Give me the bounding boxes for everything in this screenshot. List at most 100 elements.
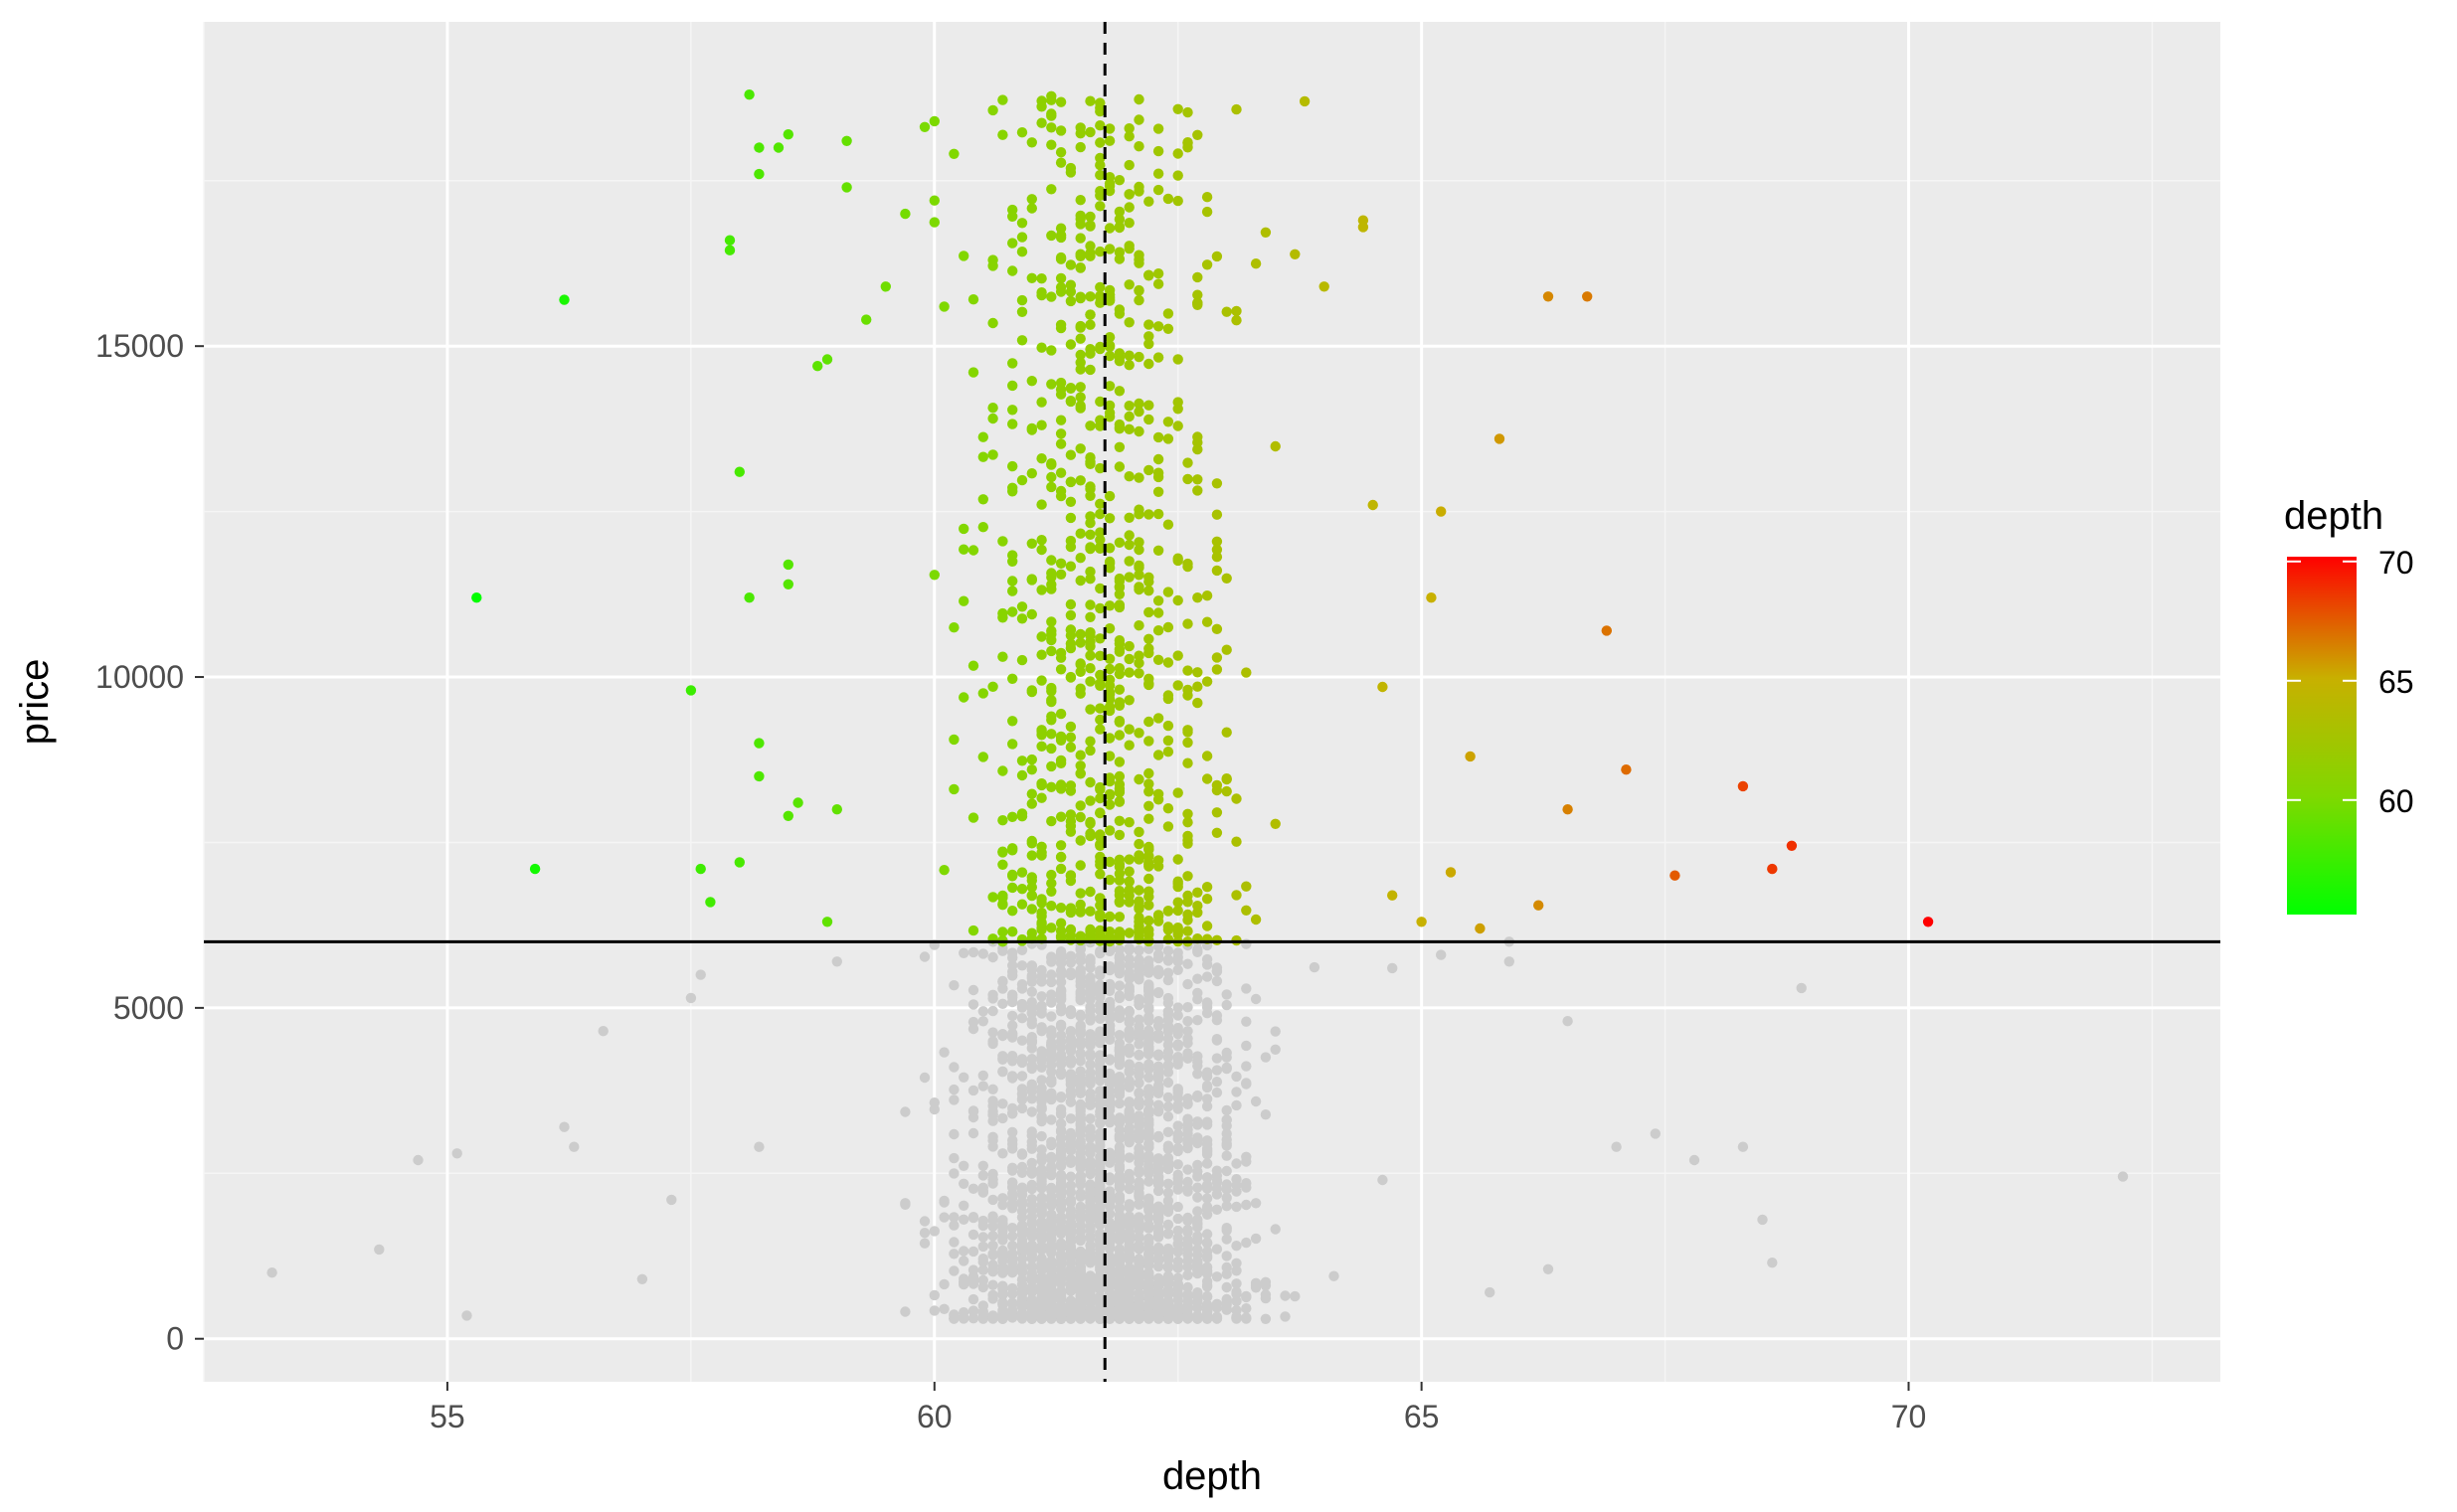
data-point-grey: [1036, 1203, 1047, 1214]
data-point-grey: [967, 1085, 979, 1096]
data-point-colored: [1046, 625, 1057, 636]
data-point-colored: [1026, 835, 1038, 847]
data-point-colored: [1124, 317, 1135, 328]
data-point-grey: [1162, 1229, 1174, 1240]
data-point-grey: [967, 1016, 979, 1028]
data-point-colored: [1046, 645, 1057, 657]
data-point-colored: [1162, 657, 1174, 668]
data-point-grey: [1085, 1088, 1096, 1099]
data-point-grey: [1085, 1187, 1096, 1198]
data-point-grey: [1201, 1281, 1213, 1292]
data-point-grey: [1046, 1242, 1057, 1253]
data-point-grey: [1796, 982, 1807, 994]
data-point-grey: [1104, 1237, 1116, 1249]
data-point-grey: [1201, 1209, 1213, 1221]
data-point-grey: [1211, 1204, 1223, 1216]
data-point-colored: [1143, 464, 1154, 476]
data-point-grey: [1104, 1277, 1116, 1289]
data-point-grey: [1124, 1245, 1135, 1256]
data-point-grey: [1124, 942, 1135, 953]
data-point-colored: [1786, 840, 1798, 851]
data-point-grey: [1016, 1161, 1028, 1173]
data-point-grey: [987, 1279, 998, 1290]
data-point-grey: [1162, 1205, 1174, 1216]
data-point-grey: [949, 1237, 960, 1248]
data-point-colored: [1124, 866, 1135, 877]
data-point-grey: [939, 1212, 950, 1223]
data-point-colored: [1065, 449, 1077, 460]
data-point-colored: [997, 890, 1008, 902]
data-point-grey: [1065, 1211, 1077, 1223]
data-point-colored: [967, 545, 979, 556]
data-point-colored: [1016, 232, 1028, 243]
data-point-grey: [977, 1241, 988, 1253]
data-point-colored: [1201, 192, 1213, 203]
data-point-grey: [1143, 994, 1154, 1005]
data-point-grey: [1026, 986, 1038, 997]
data-point-colored: [1104, 751, 1116, 761]
data-point-grey: [959, 1214, 969, 1226]
data-point-colored: [1065, 816, 1077, 827]
data-point-colored: [997, 847, 1008, 858]
data-point-colored: [1152, 750, 1164, 760]
data-point-grey: [1241, 1178, 1252, 1189]
data-point-colored: [1055, 485, 1067, 497]
data-point-colored: [1621, 764, 1632, 775]
data-point-grey: [1016, 944, 1028, 955]
data-point-grey: [1162, 1101, 1174, 1112]
data-point-colored: [1114, 700, 1126, 711]
data-point-grey: [1007, 1102, 1018, 1114]
data-point-grey: [1201, 1100, 1213, 1112]
data-point-grey: [1192, 1206, 1203, 1217]
data-point-colored: [1055, 319, 1067, 330]
data-point-colored: [1075, 382, 1086, 393]
data-point-colored: [1075, 553, 1086, 564]
data-point-colored: [734, 857, 745, 868]
data-point-colored: [1036, 117, 1047, 128]
data-point-grey: [949, 1265, 960, 1276]
data-point-colored: [1182, 808, 1193, 819]
data-point-colored: [1172, 878, 1183, 890]
data-point-colored: [1465, 751, 1476, 762]
data-point-colored: [1085, 452, 1096, 463]
data-point-colored: [1085, 211, 1096, 223]
data-point-grey: [1026, 1228, 1038, 1239]
data-point-colored: [1162, 519, 1174, 530]
data-point-colored: [1143, 647, 1154, 659]
data-point-colored: [1104, 223, 1116, 234]
data-point-grey: [1065, 1258, 1077, 1269]
data-point-grey: [1075, 1029, 1086, 1040]
data-point-colored: [1036, 289, 1047, 301]
data-point-colored: [1095, 792, 1106, 804]
data-point-colored: [1095, 137, 1106, 148]
data-point-colored: [1143, 924, 1154, 935]
data-point-colored: [959, 692, 969, 703]
data-point-grey: [1134, 1112, 1144, 1123]
data-point-grey: [1046, 1114, 1057, 1125]
data-point-colored: [1231, 305, 1242, 317]
data-point-grey: [1026, 1081, 1038, 1092]
data-point-grey: [1134, 1270, 1144, 1281]
data-point-colored: [1036, 535, 1047, 546]
legend-label: 60: [2378, 783, 2414, 819]
data-point-colored: [1172, 928, 1183, 940]
data-point-grey: [1152, 1242, 1164, 1254]
data-point-grey: [1075, 1188, 1086, 1199]
data-point-colored: [1007, 586, 1018, 596]
data-point-colored: [1162, 720, 1174, 732]
data-point-colored: [1095, 650, 1106, 661]
data-point-colored: [685, 685, 697, 696]
data-point-grey: [1055, 1158, 1067, 1169]
data-point-grey: [1007, 1028, 1018, 1039]
data-point-colored: [1152, 467, 1164, 478]
data-point-colored: [1104, 400, 1116, 412]
data-point-grey: [987, 1108, 998, 1120]
data-point-grey: [1055, 1240, 1067, 1252]
data-point-grey: [1162, 1077, 1174, 1089]
data-point-grey: [1192, 1219, 1203, 1230]
data-point-grey: [1114, 1265, 1126, 1276]
data-point-colored: [1143, 586, 1154, 596]
data-point-colored: [1075, 899, 1086, 911]
data-point-grey: [1201, 1253, 1213, 1263]
data-point-colored: [1095, 893, 1106, 904]
